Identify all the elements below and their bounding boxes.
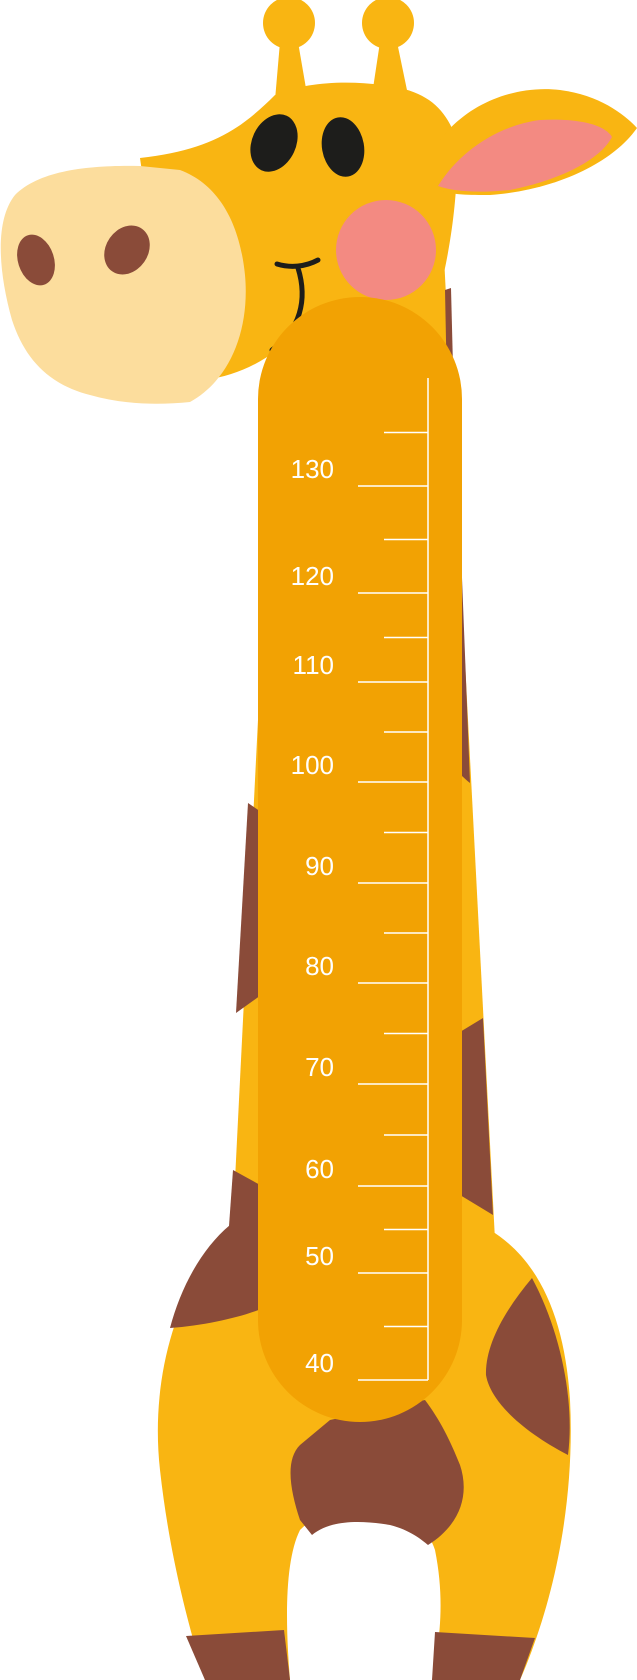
cheek (336, 200, 436, 300)
ruler-label: 80 (305, 951, 334, 981)
nostril-right-icon (104, 225, 150, 275)
belly-panel (258, 297, 462, 1422)
snout (0, 165, 246, 404)
ossicone-right-knob (362, 0, 414, 49)
spot-neck-right-3 (455, 1018, 493, 1215)
ruler-label: 90 (305, 851, 334, 881)
ossicone-right (372, 42, 408, 95)
eye-left-icon (250, 114, 298, 172)
spot-neck-left-3 (228, 1170, 262, 1240)
ruler-label: 60 (305, 1154, 334, 1184)
spot-right-hip (485, 1278, 570, 1455)
ruler-label: 40 (305, 1348, 334, 1378)
ear-inner (438, 119, 612, 192)
ruler-label: 50 (305, 1241, 334, 1271)
ruler-label: 110 (293, 650, 334, 680)
spot-left-foot (186, 1630, 290, 1680)
ossicone-left (275, 42, 308, 100)
ruler-label: 120 (291, 561, 334, 591)
spot-right-foot (432, 1632, 535, 1680)
ruler-label: 70 (305, 1052, 334, 1082)
ruler-label: 100 (291, 750, 334, 780)
height-ruler: 130 120 110 100 90 80 70 60 50 40 (291, 378, 429, 1381)
spot-belly-bottom (290, 1400, 464, 1545)
nostril-left-icon (17, 234, 55, 286)
eye-right-icon (321, 117, 365, 177)
spot-left-hip (170, 1220, 280, 1328)
ossicone-left-knob (263, 0, 315, 49)
ruler-label: 130 (291, 454, 334, 484)
